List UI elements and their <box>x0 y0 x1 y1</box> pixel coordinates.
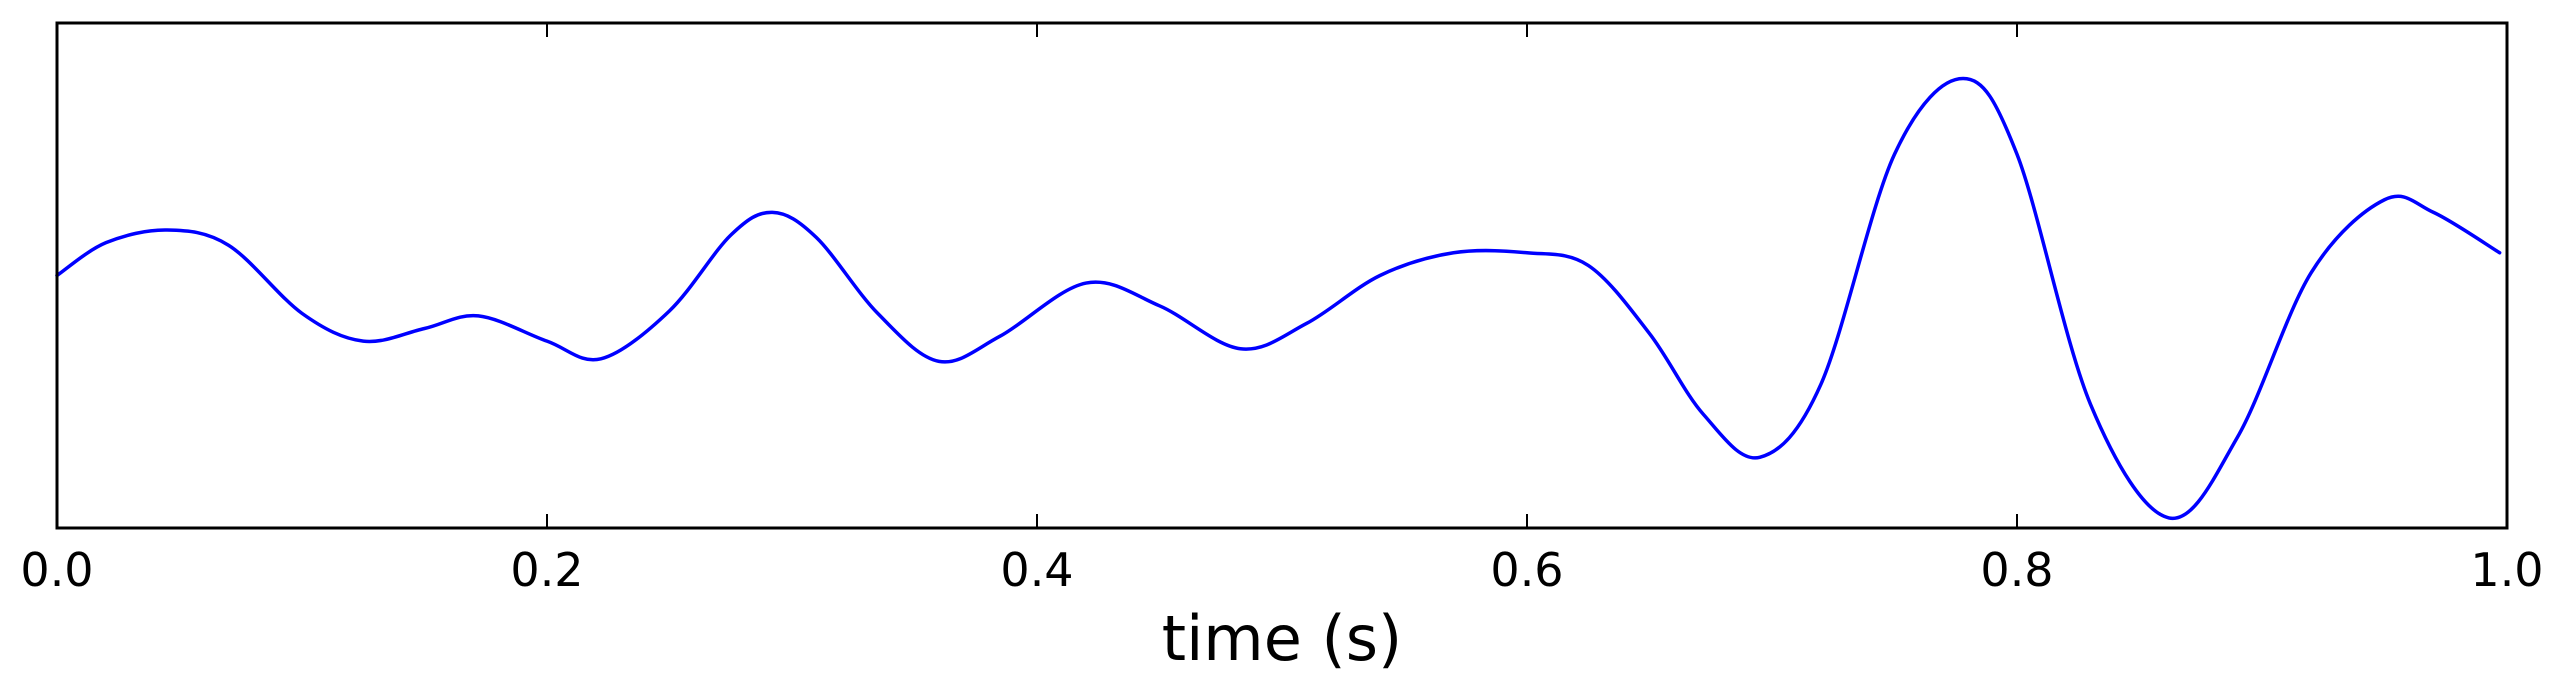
x-tick-label: 0.0 <box>20 543 93 597</box>
series-layer <box>55 76 2502 520</box>
x-tick-label: 0.8 <box>1980 543 2053 597</box>
x-axis-ticks: 0.0 0.2 0.4 0.6 0.8 1.0 <box>20 23 2544 597</box>
x-tick-label: 1.0 <box>2470 543 2543 597</box>
x-tick-label: 0.6 <box>1490 543 1563 597</box>
x-axis-label: time (s) <box>1162 602 1402 675</box>
x-tick-label: 0.4 <box>1000 543 1073 597</box>
plot-frame <box>55 21 2509 530</box>
x-tick-label: 0.2 <box>510 543 583 597</box>
series-line <box>55 76 2502 520</box>
